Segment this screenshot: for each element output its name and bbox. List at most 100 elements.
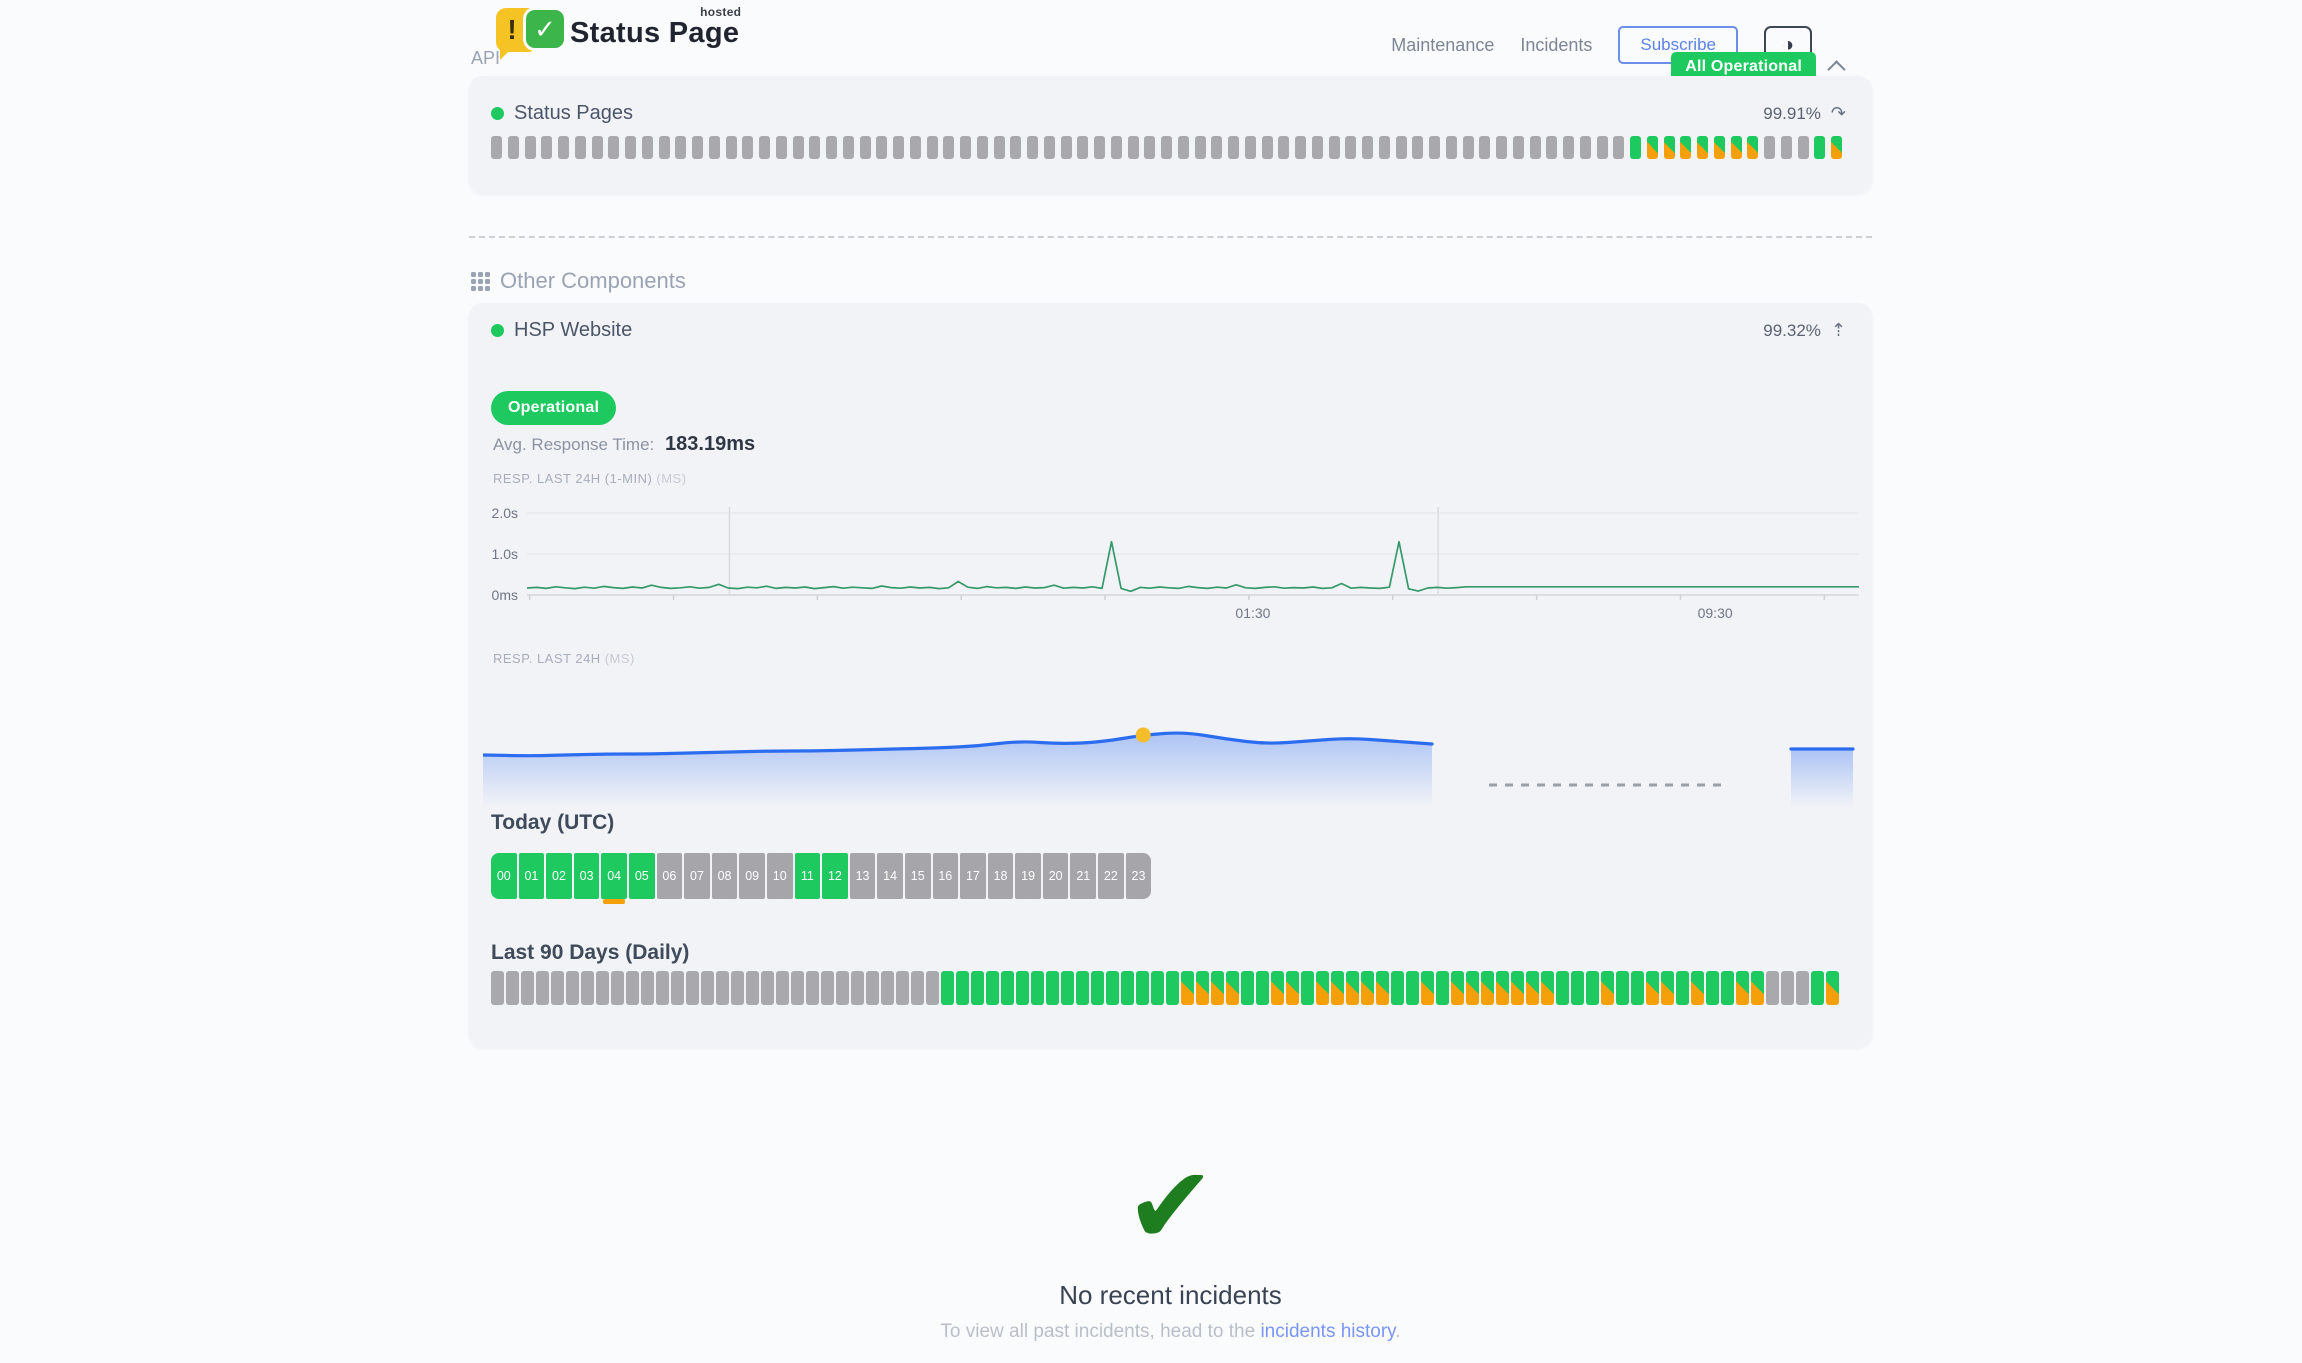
uptime-bar[interactable] — [1194, 136, 1206, 159]
day-block[interactable] — [491, 971, 504, 1005]
day-block[interactable] — [1406, 971, 1419, 1005]
uptime-bar[interactable] — [1311, 136, 1323, 159]
uptime-bar[interactable] — [926, 136, 938, 159]
uptime-bar[interactable] — [1563, 136, 1574, 159]
uptime-bar[interactable] — [1328, 136, 1340, 159]
day-block[interactable] — [1226, 971, 1239, 1005]
hour-block[interactable]: 11 — [794, 853, 821, 899]
uptime-bar[interactable] — [742, 136, 754, 159]
hour-block[interactable]: 03 — [573, 853, 600, 899]
uptime-bar[interactable] — [1546, 136, 1558, 159]
uptime-bar[interactable] — [608, 136, 620, 159]
uptime-bar[interactable] — [1261, 136, 1273, 159]
uptime-bar[interactable] — [1814, 136, 1826, 159]
hour-block[interactable]: 20 — [1042, 853, 1069, 899]
day-block[interactable] — [1151, 971, 1164, 1005]
uptime-bar[interactable] — [692, 136, 703, 159]
day-block[interactable] — [1316, 971, 1329, 1005]
uptime-bar[interactable] — [1579, 136, 1591, 159]
hour-block[interactable]: 07 — [684, 853, 710, 899]
response-time-line-chart[interactable]: 2.0s 1.0s 0ms 01:30 09:30 — [477, 495, 1869, 630]
uptime-bar[interactable] — [591, 136, 603, 159]
uptime-bar[interactable] — [1613, 136, 1625, 159]
uptime-bar[interactable] — [1630, 136, 1641, 159]
day-block[interactable] — [1481, 971, 1494, 1005]
day-block[interactable] — [1211, 971, 1224, 1005]
uptime-bar[interactable] — [1512, 136, 1524, 159]
hour-block[interactable]: 23 — [1125, 853, 1152, 899]
day-block[interactable] — [1076, 971, 1089, 1005]
day-block[interactable] — [1676, 971, 1689, 1005]
uptime-bar[interactable] — [1094, 136, 1105, 159]
incidents-history-link[interactable]: incidents history — [1260, 1321, 1396, 1342]
uptime-bar[interactable] — [1395, 136, 1407, 159]
uptime-bar[interactable] — [1831, 136, 1842, 159]
day-block[interactable] — [1361, 971, 1374, 1005]
uptime-bar[interactable] — [675, 136, 687, 159]
uptime-bar[interactable] — [1747, 136, 1759, 159]
day-block[interactable] — [566, 971, 579, 1005]
day-block[interactable] — [866, 971, 879, 1005]
uptime-bar[interactable] — [759, 136, 770, 159]
uptime-bar[interactable] — [1713, 136, 1725, 159]
day-block[interactable] — [1586, 971, 1599, 1005]
day-block[interactable] — [896, 971, 909, 1005]
day-block[interactable] — [1706, 971, 1719, 1005]
uptime-bar[interactable] — [1797, 136, 1809, 159]
uptime-bar[interactable] — [1295, 136, 1306, 159]
day-block[interactable] — [941, 971, 954, 1005]
uptime-bar[interactable] — [1663, 136, 1675, 159]
day-block[interactable] — [1766, 971, 1779, 1005]
uptime-bar[interactable] — [558, 136, 569, 159]
day-block[interactable] — [1121, 971, 1134, 1005]
collapse-up-icon[interactable]: ⇡ — [1830, 320, 1846, 340]
uptime-bar[interactable] — [1010, 136, 1022, 159]
uptime-bar[interactable] — [491, 136, 502, 159]
uptime-bar[interactable] — [1228, 136, 1239, 159]
day-block[interactable] — [836, 971, 849, 1005]
day-block[interactable] — [686, 971, 699, 1005]
uptime-bar[interactable] — [1127, 136, 1139, 159]
uptime-bar[interactable] — [809, 136, 821, 159]
uptime-bar[interactable] — [976, 136, 988, 159]
uptime-bar[interactable] — [524, 136, 536, 159]
day-block[interactable] — [1721, 971, 1734, 1005]
hour-block[interactable]: 08 — [711, 853, 738, 899]
hour-block[interactable]: 19 — [1015, 853, 1041, 899]
day-block[interactable] — [1241, 971, 1254, 1005]
uptime-bar[interactable] — [1445, 136, 1457, 159]
uptime-bar[interactable] — [1378, 136, 1390, 159]
day-block[interactable] — [881, 971, 894, 1005]
uptime-bar[interactable] — [1697, 136, 1708, 159]
day-block[interactable] — [1016, 971, 1029, 1005]
uptime-bar[interactable] — [708, 136, 720, 159]
day-block[interactable] — [1511, 971, 1524, 1005]
uptime-bar[interactable] — [943, 136, 955, 159]
uptime-bar[interactable] — [960, 136, 971, 159]
day-block[interactable] — [1466, 971, 1479, 1005]
uptime-bar[interactable] — [1429, 136, 1440, 159]
uptime-bar[interactable] — [1362, 136, 1373, 159]
uptime-bar[interactable] — [1244, 136, 1256, 159]
day-block[interactable] — [1031, 971, 1044, 1005]
day-block[interactable] — [1796, 971, 1809, 1005]
day-block[interactable] — [1496, 971, 1509, 1005]
uptime-bar[interactable] — [1177, 136, 1189, 159]
day-block[interactable] — [821, 971, 834, 1005]
uptime-bar[interactable] — [1780, 136, 1792, 159]
hour-block[interactable]: 16 — [932, 853, 959, 899]
day-block[interactable] — [611, 971, 624, 1005]
day-block[interactable] — [1556, 971, 1569, 1005]
day-block[interactable] — [926, 971, 939, 1005]
day-block[interactable] — [536, 971, 549, 1005]
day-block[interactable] — [1616, 971, 1629, 1005]
day-block[interactable] — [1391, 971, 1404, 1005]
day-block[interactable] — [1346, 971, 1359, 1005]
uptime-bar[interactable] — [507, 136, 519, 159]
hour-block[interactable]: 15 — [904, 853, 931, 899]
uptime-bar[interactable] — [993, 136, 1005, 159]
day-block[interactable] — [716, 971, 729, 1005]
day-block[interactable] — [1331, 971, 1344, 1005]
uptime-bar[interactable] — [1412, 136, 1424, 159]
day-block[interactable] — [1451, 971, 1464, 1005]
